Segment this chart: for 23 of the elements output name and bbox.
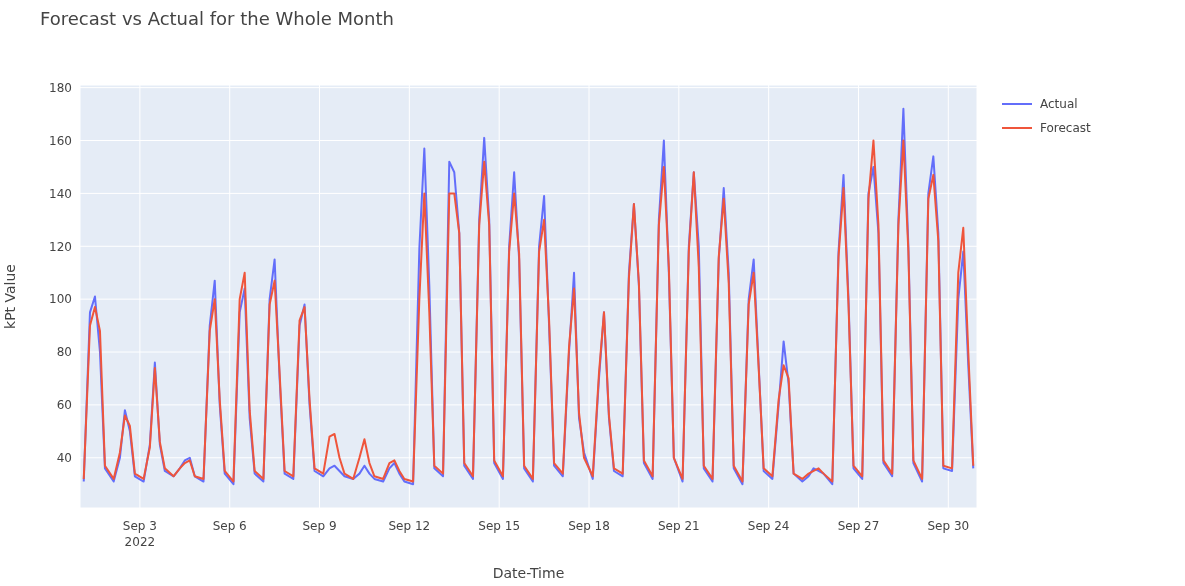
- x-tick-label: Sep 12: [388, 519, 431, 533]
- legend-label: Forecast: [1040, 121, 1091, 135]
- y-axis-title: kPt Value: [1, 264, 18, 329]
- y-tick-label: 180: [49, 80, 72, 95]
- x-tick-label: Sep 30: [927, 519, 970, 533]
- x-tick-label: Sep 18: [568, 519, 610, 533]
- y-tick-label: 120: [49, 239, 72, 254]
- x-tick-label: Sep 6: [212, 519, 247, 533]
- x-tick-label: Sep 9: [302, 519, 337, 533]
- x-axis-title: Date-Time: [492, 565, 565, 581]
- y-tick-label: 60: [56, 398, 72, 413]
- y-tick-label: 100: [49, 292, 72, 307]
- y-tick-label: 80: [56, 345, 72, 360]
- y-tick-label: 40: [56, 451, 72, 466]
- y-tick-label: 160: [49, 133, 72, 148]
- x-tick-label: Sep 27: [837, 519, 880, 533]
- x-tick-label: Sep 21: [657, 519, 700, 533]
- chart-title: Forecast vs Actual for the Whole Month: [40, 8, 394, 29]
- x-tick-label: Sep 15: [478, 519, 521, 533]
- x-tick-label: Sep 24: [747, 519, 790, 533]
- y-tick-label: 140: [49, 186, 72, 201]
- legend-label: Actual: [1040, 97, 1078, 111]
- x-tick-label: Sep 3 2022: [122, 519, 157, 549]
